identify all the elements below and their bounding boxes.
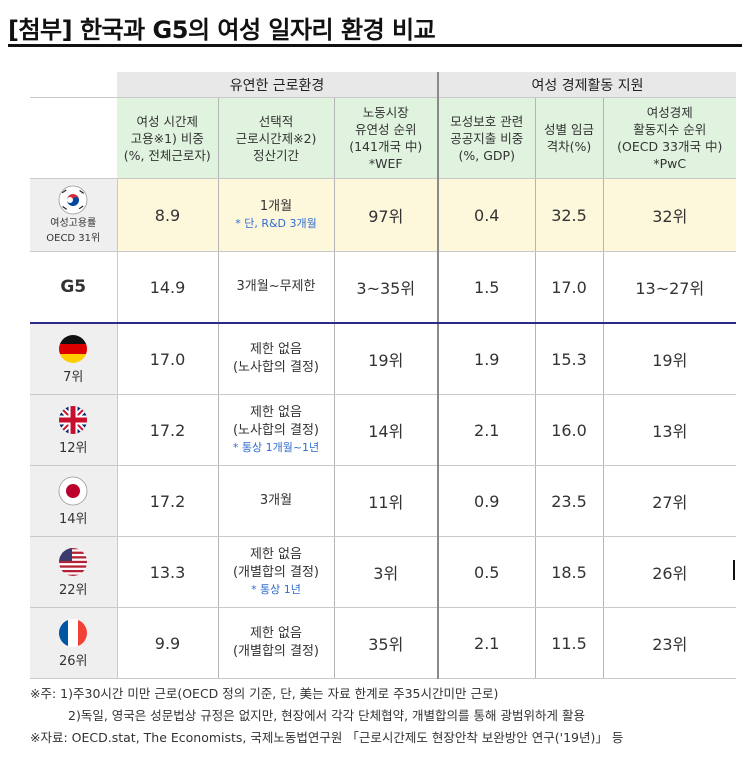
cell-g5-wage-gap: 17.0: [534, 251, 603, 324]
cell-germany-wage-gap: 15.3: [534, 323, 603, 395]
japan-flag-icon: [58, 476, 88, 505]
rank-japan: 14위: [58, 511, 88, 527]
cell-uk-wage-gap: 16.0: [534, 394, 603, 466]
uk-flag-icon: [59, 405, 88, 434]
group-header-support: 여성 경제활동 지원: [436, 72, 737, 98]
row-label-uk: 12위: [30, 394, 118, 466]
france-flag-icon: [59, 618, 88, 647]
korea-flag-icon: [58, 185, 88, 215]
row-label-japan: 14위: [30, 465, 118, 537]
cell-usa-index: 26위: [602, 536, 737, 608]
row-label-g5: G5: [30, 251, 118, 324]
cell-france-maternity: 2.1: [437, 607, 535, 679]
source-note: ※자료: OECD.stat, The Economists, 국제노동법연구원…: [30, 730, 624, 745]
cell-france-index: 23위: [602, 607, 737, 679]
cell-korea-maternity: 0.4: [437, 178, 535, 252]
cell-germany-maternity: 1.9: [437, 323, 535, 395]
cell-france-settlement: 제한 없음 (개별합의 결정): [217, 607, 334, 679]
cell-g5-maternity: 1.5: [437, 251, 535, 324]
cell-japan-parttime: 17.2: [117, 465, 218, 537]
comparison-table: 유연한 근로환경 여성 경제활동 지원 여성 시간제 고용※1) 비중 (%, 전체…: [30, 72, 737, 679]
korea-label-line1: 여성고용률: [50, 218, 97, 229]
table-row-france: 26위 9.9 제한 없음 (개별합의 결정) 35위 2.1 11.5 23위: [30, 607, 737, 679]
column-header-flexibility-rank: 노동시장 유연성 순위 (141개국 中) *WEF: [333, 97, 438, 179]
table-row-g5: G5 14.9 3개월~무제한 3~35위 1.5 17.0 13~27위: [30, 251, 737, 324]
cell-korea-index: 32위: [602, 178, 737, 252]
rank-germany: 7위: [63, 369, 84, 385]
row-label-france: 26위: [30, 607, 118, 679]
cell-france-parttime: 9.9: [117, 607, 218, 679]
cell-g5-index: 13~27위: [602, 251, 737, 324]
cell-usa-parttime: 13.3: [117, 536, 218, 608]
cell-japan-index: 27위: [602, 465, 737, 537]
cell-japan-settlement: 3개월: [217, 465, 334, 537]
cell-germany-index: 19위: [602, 323, 737, 395]
cell-usa-wage-gap: 18.5: [534, 536, 603, 608]
cell-usa-flex-rank: 3위: [333, 536, 438, 608]
cell-korea-flex-rank: 97위: [333, 178, 438, 252]
column-header-wage-gap: 성별 임금 격차(%): [534, 97, 603, 179]
cell-g5-flex-rank: 3~35위: [333, 251, 438, 324]
cell-uk-parttime: 17.2: [117, 394, 218, 466]
cell-germany-settlement: 제한 없음 (노사합의 결정): [217, 323, 334, 395]
cell-uk-settlement: 제한 없음 (노사합의 결정) * 통상 1개월~1년: [217, 394, 334, 466]
cell-korea-parttime: 8.9: [117, 178, 218, 252]
cell-uk-maternity: 2.1: [437, 394, 535, 466]
cell-france-flex-rank: 35위: [333, 607, 438, 679]
row-label-germany: 7위: [30, 323, 118, 395]
table-row-germany: 7위 17.0 제한 없음 (노사합의 결정) 19위 1.9 15.3 19위: [30, 323, 737, 395]
germany-flag-icon: [59, 334, 88, 363]
cell-uk-index: 13위: [602, 394, 737, 466]
cell-japan-flex-rank: 11위: [333, 465, 438, 537]
cell-germany-parttime: 17.0: [117, 323, 218, 395]
cell-japan-wage-gap: 23.5: [534, 465, 603, 537]
rank-uk: 12위: [58, 440, 88, 456]
footnote-1: ※주: 1)주30시간 미만 근로(OECD 정의 기준, 단, 美는 자료 한…: [30, 686, 499, 701]
column-header-women-index: 여성경제 활동지수 순위 (OECD 33개국 中) *PwC: [602, 97, 737, 179]
rank-usa: 22위: [58, 582, 88, 598]
korea-label-line2: OECD 31위: [46, 233, 101, 244]
cell-korea-wage-gap: 32.5: [534, 178, 603, 252]
page-title: [첨부] 한국과 G5의 여성 일자리 환경 비교: [8, 16, 436, 44]
column-header-maternity-spending: 모성보호 관련 공공지출 비중 (%, GDP): [437, 97, 535, 179]
table-row-japan: 14위 17.2 3개월 11위 0.9 23.5 27위: [30, 465, 737, 537]
row-label-usa: 22위: [30, 536, 118, 608]
cell-usa-maternity: 0.5: [437, 536, 535, 608]
text-cursor-mark: [733, 560, 735, 580]
uk-settlement-note: * 통상 1개월~1년: [232, 441, 320, 454]
usa-flag-icon: [59, 547, 88, 576]
cell-korea-settlement: 1개월 * 단, R&D 3개월: [217, 178, 334, 252]
row-label-korea: 여성고용률 OECD 31위: [30, 178, 118, 252]
table-row-korea: 여성고용률 OECD 31위 8.9 1개월 * 단, R&D 3개월 97위 …: [30, 178, 737, 252]
cell-g5-parttime: 14.9: [117, 251, 218, 324]
cell-germany-flex-rank: 19위: [333, 323, 438, 395]
rank-france: 26위: [58, 653, 88, 669]
footnotes: ※주: 1)주30시간 미만 근로(OECD 정의 기준, 단, 美는 자료 한…: [30, 683, 623, 749]
cell-usa-settlement: 제한 없음 (개별합의 결정) * 통상 1년: [217, 536, 334, 608]
column-header-parttime: 여성 시간제 고용※1) 비중 (%, 전체근로자): [117, 97, 218, 179]
usa-settlement-note: * 통상 1년: [251, 583, 301, 596]
column-header-settlement: 선택적 근로시간제※2) 정산기간: [217, 97, 334, 179]
table-row-uk: 12위 17.2 제한 없음 (노사합의 결정) * 통상 1개월~1년 14위…: [30, 394, 737, 466]
cell-japan-maternity: 0.9: [437, 465, 535, 537]
table-row-usa: 22위 13.3 제한 없음 (개별합의 결정) * 통상 1년 3위 0.5 …: [30, 536, 737, 608]
cell-france-wage-gap: 11.5: [534, 607, 603, 679]
cell-g5-settlement: 3개월~무제한: [217, 251, 334, 324]
title-underline: [8, 44, 742, 47]
footnote-2: 2)독일, 영국은 성문법상 규정은 없지만, 현장에서 각각 단체협약, 개별…: [68, 708, 585, 723]
korea-settlement-note: * 단, R&D 3개월: [235, 217, 317, 230]
cell-uk-flex-rank: 14위: [333, 394, 438, 466]
group-header-flexible: 유연한 근로환경: [117, 72, 438, 98]
